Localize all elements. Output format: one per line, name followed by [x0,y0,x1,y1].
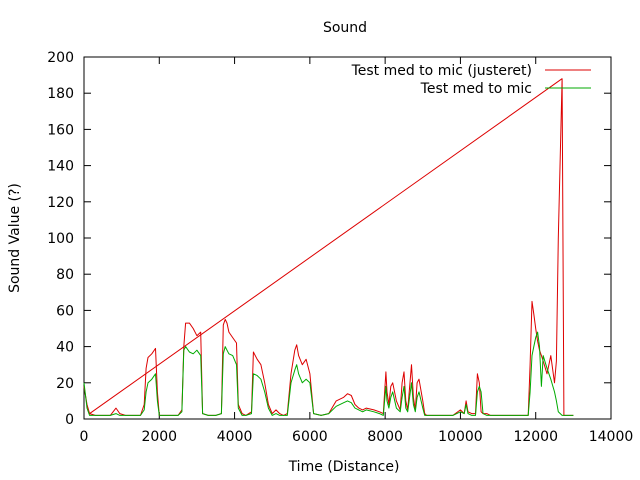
x-tick-label: 4000 [217,429,253,445]
legend-label-1: Test med to mic (justeret) [351,63,532,79]
legend-label-2: Test med to mic [420,81,532,97]
y-tick-label: 160 [47,122,74,138]
x-tick-label: 2000 [141,429,177,445]
y-tick-label: 40 [56,340,74,356]
y-tick-label: 80 [56,267,74,283]
y-tick-label: 100 [47,231,74,247]
series-layer [83,78,574,416]
x-axis-label: Time (Distance) [288,459,400,475]
y-tick-label: 0 [65,412,74,428]
y-tick-label: 180 [47,86,74,102]
y-tick-label: 140 [47,159,74,175]
x-tick-label: 0 [80,429,89,445]
chart-title: Sound [323,20,367,36]
series-line-2 [83,331,574,416]
y-tick-label: 60 [56,303,74,319]
x-tick-label: 12000 [513,429,558,445]
x-tick-label: 6000 [292,429,328,445]
series-line-1-ramp [89,78,563,414]
y-axis-label: Sound Value (?) [7,183,23,293]
x-tick-label: 14000 [589,429,634,445]
series-line-1 [83,78,574,416]
legend: Test med to mic (justeret) Test med to mi… [351,63,591,97]
x-tick-label: 8000 [367,429,403,445]
y-tick-label: 120 [47,195,74,211]
x-tick-label: 10000 [438,429,483,445]
y-tick-label: 200 [47,50,74,66]
y-tick-label: 20 [56,376,74,392]
